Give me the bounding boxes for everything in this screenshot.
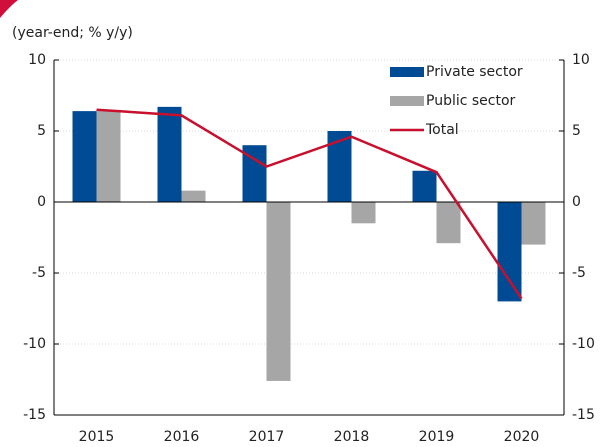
y2-tick-label: -15 (572, 407, 595, 423)
x-tick-label: 2016 (164, 429, 200, 445)
x-tick-label: 2020 (504, 429, 540, 445)
x-tick-label: 2018 (334, 429, 370, 445)
legend-label: Total (425, 122, 459, 138)
y-tick-label: 5 (37, 123, 46, 139)
corner-mark (0, 0, 18, 18)
bar (157, 106, 182, 202)
y2-tick-label: 5 (572, 123, 581, 139)
bar (351, 202, 376, 224)
bar (96, 111, 121, 202)
x-tick-label: 2019 (419, 429, 455, 445)
bar (412, 170, 437, 202)
y-tick-label: -5 (32, 265, 46, 281)
line (96, 108, 523, 300)
y2-tick-label: 0 (572, 194, 581, 210)
bar (521, 202, 546, 245)
legend-swatch (390, 96, 424, 106)
y-tick-label: 0 (37, 194, 46, 210)
bar (497, 202, 522, 302)
y-tick-label: -15 (23, 407, 46, 423)
y-tick-label: -10 (23, 336, 46, 352)
y2-tick-label: 10 (572, 52, 590, 68)
y-tick-label: 10 (28, 52, 46, 68)
y2-tick-label: -10 (572, 336, 595, 352)
bar (72, 111, 97, 202)
x-tick-label: 2017 (249, 429, 285, 445)
chart-subtitle: (year-end; % y/y) (12, 25, 133, 41)
legend-label: Private sector (426, 64, 523, 80)
bar (266, 202, 291, 381)
legend-label: Public sector (426, 93, 516, 109)
legend-swatch (390, 67, 424, 77)
bar (181, 190, 206, 202)
x-tick-label: 2015 (79, 429, 115, 445)
bar (436, 202, 461, 244)
y2-tick-label: -5 (572, 265, 586, 281)
